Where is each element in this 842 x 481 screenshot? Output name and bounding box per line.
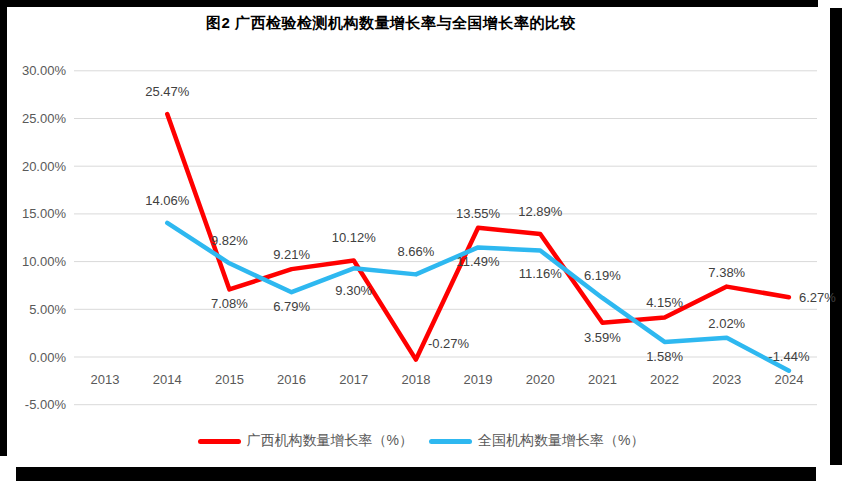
data-label: -0.27% — [428, 336, 470, 351]
x-axis-tick-label: 2020 — [526, 372, 555, 387]
x-axis-tick-label: 2019 — [464, 372, 493, 387]
y-axis-tick-label: 25.00% — [22, 111, 67, 126]
x-axis-tick-label: 2017 — [339, 372, 368, 387]
data-label: 7.08% — [211, 296, 248, 311]
legend-line-icon — [429, 439, 472, 444]
x-axis-tick-label: 2022 — [650, 372, 679, 387]
legend-label: 广西机构数量增长率（%） — [247, 432, 413, 450]
data-label: 4.15% — [646, 295, 683, 310]
data-label: 9.30% — [335, 283, 372, 298]
y-axis-tick-label: 20.00% — [22, 159, 67, 174]
x-axis-tick-label: 2018 — [401, 372, 430, 387]
y-axis-tick-label: 30.00% — [22, 63, 67, 78]
y-axis-tick-label: 10.00% — [22, 254, 67, 269]
x-axis-tick-label: 2023 — [712, 372, 741, 387]
series-line — [167, 114, 789, 360]
legend-item-national: 全国机构数量增长率（%） — [429, 432, 644, 450]
x-axis-tick-label: 2021 — [588, 372, 617, 387]
data-label: 2.02% — [708, 316, 745, 331]
data-label: 12.89% — [518, 204, 563, 219]
data-label: 11.49% — [457, 254, 501, 269]
x-axis-tick-label: 2014 — [153, 372, 182, 387]
x-axis-tick-label: 2016 — [277, 372, 306, 387]
data-label: 6.27% — [799, 290, 836, 305]
chart-legend: 广西机构数量增长率（%） 全国机构数量增长率（%） — [0, 432, 842, 450]
data-label: 13.55% — [456, 206, 501, 221]
data-label: -1.44% — [768, 349, 810, 364]
data-label: 10.12% — [332, 230, 377, 245]
legend-item-guangxi: 广西机构数量增长率（%） — [198, 432, 413, 450]
x-axis-tick-label: 2024 — [774, 372, 803, 387]
data-label: 25.47% — [145, 84, 190, 99]
series-line — [167, 223, 789, 371]
y-axis-tick-label: 15.00% — [22, 206, 67, 221]
legend-line-icon — [198, 439, 241, 444]
y-axis-tick-label: 5.00% — [29, 302, 66, 317]
y-axis-tick-label: -5.00% — [25, 397, 67, 412]
data-label: 8.66% — [397, 244, 434, 259]
data-label: 1.58% — [646, 349, 683, 364]
x-axis-tick-label: 2013 — [91, 372, 120, 387]
data-label: 14.06% — [145, 193, 190, 208]
data-label: 7.38% — [708, 265, 745, 280]
data-label: 11.16% — [519, 266, 563, 281]
y-axis-tick-label: 0.00% — [29, 350, 66, 365]
data-label: 9.21% — [273, 247, 310, 262]
data-label: 6.79% — [273, 299, 310, 314]
legend-label: 全国机构数量增长率（%） — [478, 432, 644, 450]
x-axis-tick-label: 2015 — [215, 372, 244, 387]
chart-plot-area: 30.00% 25.00% 20.00% 15.00% 10.00% 5.00% 0.00%… — [0, 0, 842, 481]
chart-figure: 图2 广西检验检测机构数量增长率与全国增长率的比较 30.00%25.00%20… — [0, 0, 842, 481]
data-label: 6.19% — [584, 268, 621, 283]
data-label: 3.59% — [584, 330, 621, 345]
data-label: 9.82% — [211, 233, 248, 248]
